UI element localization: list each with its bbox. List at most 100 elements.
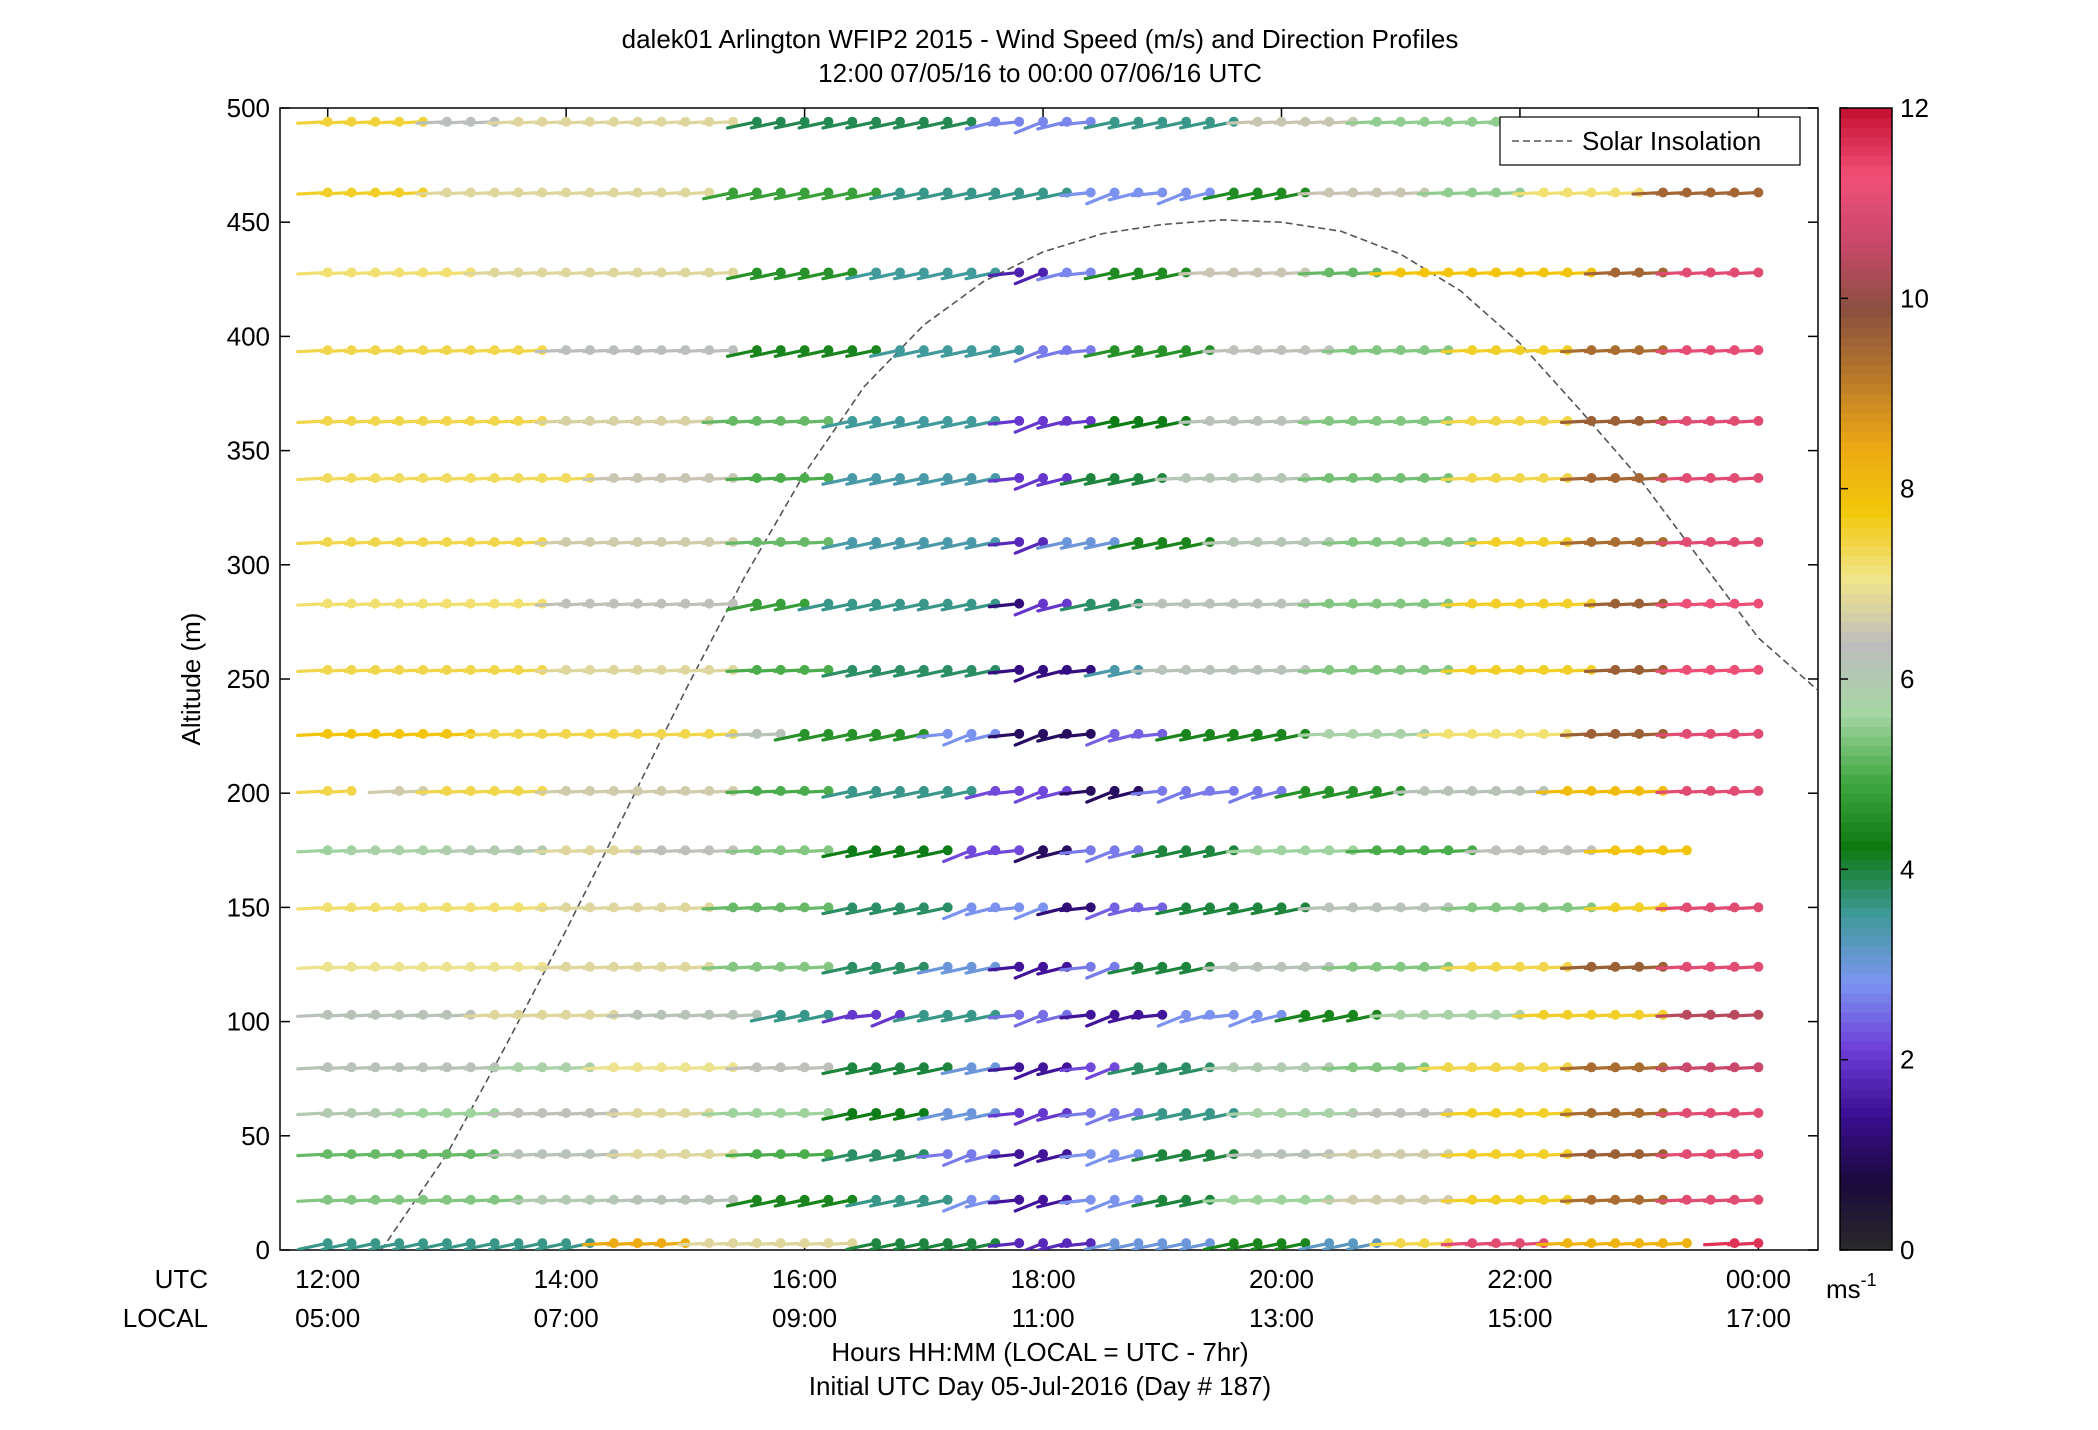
wind-barb-shaft <box>942 1152 974 1167</box>
wind-barb-shaft <box>368 1241 401 1250</box>
wind-barb-shaft <box>1130 1013 1164 1020</box>
wind-barb-dot <box>871 536 882 547</box>
wind-barb-dot <box>894 902 905 913</box>
colorbar-tick-label: 6 <box>1900 664 1914 694</box>
wind-barb-shaft <box>942 732 974 747</box>
wind-barb-shaft <box>869 905 902 916</box>
wind-barb-shaft <box>916 789 950 799</box>
wind-barb-dot <box>1038 845 1049 856</box>
wind-barb-dot <box>1014 415 1025 426</box>
wind-barb-dot <box>1014 536 1025 547</box>
wind-barb-shaft <box>1274 1013 1307 1023</box>
wind-barb-shaft <box>869 120 902 130</box>
wind-barb-shaft <box>1107 419 1141 429</box>
y-tick-label: 100 <box>227 1007 270 1037</box>
wind-barb-dot <box>751 187 762 198</box>
colorbar-band <box>1840 993 1892 1004</box>
wind-barb-dot <box>561 1238 572 1249</box>
wind-barb-shaft <box>796 1111 831 1117</box>
wind-barb-dot <box>1181 345 1192 356</box>
wind-barb-shaft <box>725 190 759 201</box>
wind-barb-shaft <box>1274 789 1307 799</box>
wind-barb-dot <box>1157 728 1168 739</box>
wind-barb-dot <box>1348 1009 1359 1020</box>
wind-barb-shaft <box>845 1241 878 1250</box>
colorbar-band <box>1840 736 1892 747</box>
wind-barb-dot <box>894 1194 905 1205</box>
wind-barb-dot <box>1157 1107 1168 1118</box>
wind-barb-dot <box>1252 785 1263 796</box>
wind-barb-shaft <box>1107 476 1141 486</box>
wind-barb-dot <box>1276 902 1287 913</box>
wind-barb-shaft <box>1202 1241 1236 1250</box>
wind-barb-shaft <box>1726 905 1760 911</box>
x-tick-label-utc: 18:00 <box>1010 1264 1075 1294</box>
wind-barb-dot <box>1038 415 1049 426</box>
wind-barb-dot <box>1085 473 1096 484</box>
wind-barb-dot <box>823 961 834 972</box>
wind-barb-shaft <box>797 1198 831 1208</box>
wind-barb-shaft <box>964 1241 997 1250</box>
colorbar-band <box>1840 1021 1892 1032</box>
wind-barb-dot <box>1681 845 1692 856</box>
wind-barb-dot <box>1181 1062 1192 1073</box>
wind-barb-shaft <box>1013 1152 1045 1167</box>
wind-barb-shaft <box>1155 848 1188 859</box>
wind-barb-dot <box>894 1238 905 1249</box>
wind-barb-shaft <box>892 270 926 281</box>
wind-barb-shaft <box>1083 668 1117 678</box>
wind-barb-dot <box>918 267 929 278</box>
wind-barb-shaft <box>1179 732 1212 742</box>
wind-barb-dot <box>1181 536 1192 547</box>
wind-barb-dot <box>847 598 858 609</box>
wind-barb-dot <box>1085 961 1096 972</box>
wind-barb-dot <box>894 415 905 426</box>
wind-barb-dot <box>1276 1238 1287 1249</box>
wind-barb-dot <box>1038 1194 1049 1205</box>
wind-barb-dot <box>823 473 834 484</box>
wind-barb-shaft <box>487 1241 521 1250</box>
wind-barb-dot <box>847 267 858 278</box>
wind-barb-dot <box>1109 473 1120 484</box>
wind-barb-shaft <box>1107 120 1141 130</box>
wind-barb-dot <box>847 345 858 356</box>
wind-barb-dot <box>871 845 882 856</box>
wind-barb-dot <box>918 845 929 856</box>
colorbar-band <box>1840 755 1892 766</box>
wind-barb-dot <box>823 1107 834 1118</box>
wind-barb-dot <box>942 785 953 796</box>
wind-barb-dot <box>799 345 810 356</box>
wind-barb-shaft <box>940 1013 974 1023</box>
wind-barb-shaft <box>964 732 997 743</box>
wind-barb-shaft <box>1726 348 1760 354</box>
wind-barb-dot <box>894 1149 905 1160</box>
colorbar-band <box>1840 545 1892 556</box>
wind-barb-dot <box>1204 187 1215 198</box>
wind-barb-shaft <box>1155 732 1188 742</box>
colorbar-band <box>1840 241 1892 252</box>
wind-barb-dot <box>1038 598 1049 609</box>
wind-barb-dot <box>847 1149 858 1160</box>
colorbar-band <box>1840 659 1892 671</box>
wind-barb-shaft <box>1107 1241 1141 1250</box>
wind-barb-dot <box>1133 1062 1144 1073</box>
wind-barb-dot <box>942 415 953 426</box>
wind-barb-dot <box>918 902 929 913</box>
y-tick-label: 250 <box>227 664 270 694</box>
wind-barb-shaft <box>916 1111 950 1121</box>
wind-barb-dot <box>1109 1149 1120 1160</box>
wind-barb-dot <box>1181 1149 1192 1160</box>
wind-barb-dot <box>942 598 953 609</box>
wind-barb-dot <box>799 267 810 278</box>
colorbar-band <box>1840 821 1892 832</box>
wind-barb-shaft <box>820 1241 854 1247</box>
colorbar-band <box>1840 859 1892 870</box>
wind-barb-dot <box>966 1107 977 1118</box>
legend: Solar Insolation <box>1499 116 1801 166</box>
wind-barb-dot <box>823 345 834 356</box>
wind-barb-dot <box>1014 728 1025 739</box>
wind-barb-shaft <box>1179 1241 1212 1250</box>
wind-barb-shaft <box>1083 476 1117 486</box>
wind-barb-shaft <box>964 348 997 358</box>
colorbar-band <box>1840 793 1892 804</box>
